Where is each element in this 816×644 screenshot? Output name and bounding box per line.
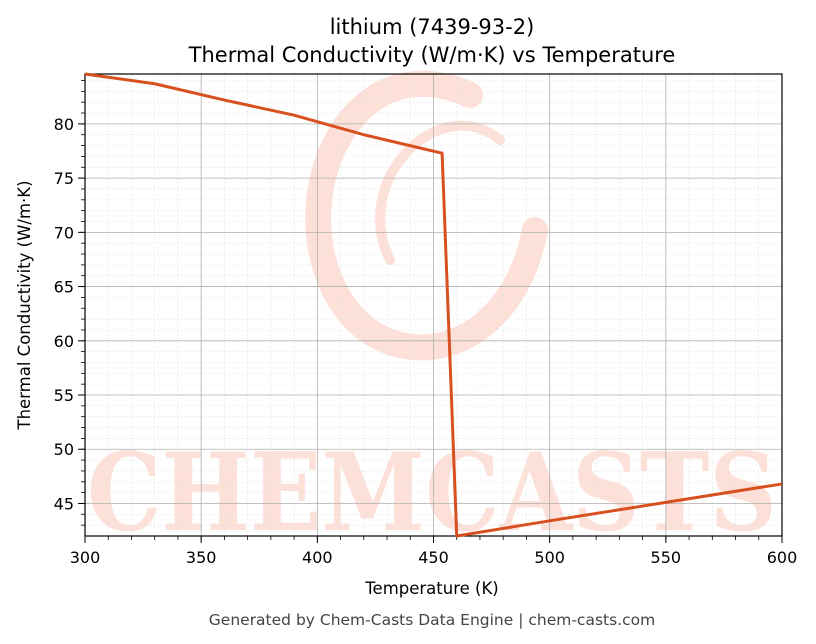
y-tick-label: 50 [54, 440, 74, 459]
watermark-swirl [305, 70, 548, 361]
x-tick-label: 550 [651, 548, 682, 567]
x-tick-label: 500 [534, 548, 565, 567]
footer-credit: Generated by Chem-Casts Data Engine | ch… [209, 611, 655, 629]
chart-title-line1: lithium (7439-93-2) [330, 15, 535, 39]
watermark-text: CHEMCASTS [87, 430, 777, 556]
y-tick-label: 60 [54, 332, 74, 351]
watermark-logo: CHEMCASTS [87, 70, 777, 556]
x-axis-label: Temperature (K) [364, 579, 498, 598]
watermark-swirl-inner [375, 120, 505, 265]
y-axis-label: Thermal Conductivity (W/m·K) [15, 180, 34, 430]
x-tick-label: 300 [70, 548, 101, 567]
series-line [84, 72, 783, 538]
x-tick-label: 600 [767, 548, 798, 567]
x-tick-label: 400 [302, 548, 333, 567]
x-tick-label: 350 [186, 548, 217, 567]
y-tick-label: 45 [54, 494, 74, 513]
axis-ticks: 300 350 400 450 500 550 600 45 50 55 60 65 70 75 80 [54, 80, 798, 567]
y-tick-label: 55 [54, 386, 74, 405]
y-tick-label: 80 [54, 115, 74, 134]
y-tick-label: 65 [54, 278, 74, 297]
series-layer [84, 72, 783, 538]
x-tick-label: 450 [418, 548, 449, 567]
chart-title-line2: Thermal Conductivity (W/m·K) vs Temperat… [188, 43, 676, 67]
y-tick-label: 75 [54, 169, 74, 188]
y-tick-label: 70 [54, 223, 74, 242]
